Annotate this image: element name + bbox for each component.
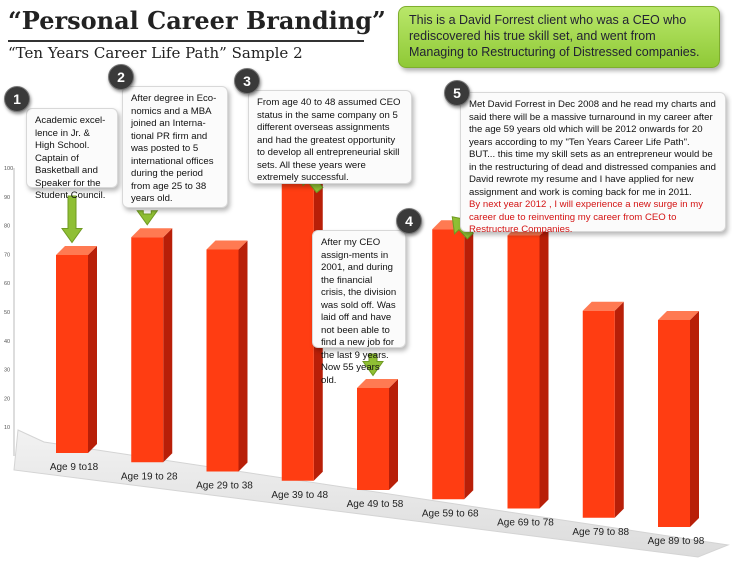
bar-side: [163, 228, 173, 463]
y-tick-label: 70: [4, 252, 10, 258]
bar: [281, 180, 314, 481]
y-tick-label: 10: [4, 425, 10, 431]
bar-top: [56, 246, 97, 255]
x-tick-label: Age 69 to 78: [497, 518, 554, 529]
bar-side: [539, 226, 549, 509]
y-tick-label: 50: [4, 310, 10, 316]
bar-top: [357, 379, 398, 388]
bar: [432, 229, 465, 500]
bar: [582, 310, 615, 518]
callout-5-badge: 5: [444, 80, 470, 106]
pointer-arrow: [362, 353, 384, 377]
x-tick-label: Age 29 to 38: [196, 481, 253, 492]
pointer-arrow: [61, 195, 83, 244]
title-underline: [8, 40, 364, 42]
bar-side: [88, 246, 97, 453]
bar-side: [238, 240, 248, 472]
callout-4: After my CEO assign-ments in 2001, and d…: [312, 230, 406, 386]
bar-top: [658, 311, 699, 320]
callout-1: Academic excel-lence in Jr. & High Schoo…: [26, 108, 118, 201]
callout-1-text: Academic excel-lence in Jr. & High Schoo…: [35, 115, 106, 201]
callout-2-badge: 2: [108, 64, 134, 90]
bar-top: [206, 240, 248, 250]
bar: [357, 388, 389, 490]
callout-3: From age 40 to 48 assumed CEO status in …: [248, 90, 412, 184]
x-tick-label: Age 89 to 98: [648, 536, 705, 547]
callout-2-text: After degree in Eco-nomics and a MBA joi…: [131, 93, 217, 204]
x-tick-label: Age 79 to 88: [572, 527, 629, 538]
x-tick-label: Age 19 to 28: [121, 471, 178, 482]
y-tick-label: 60: [4, 281, 10, 287]
bar-side: [614, 301, 624, 518]
callout-4-text: After my CEO assign-ments in 2001, and d…: [321, 237, 397, 386]
bar: [206, 249, 239, 472]
callout-3-badge: 3: [234, 68, 260, 94]
bar-top: [131, 228, 173, 238]
y-tick-label: 40: [4, 339, 10, 345]
bar: [131, 237, 164, 463]
bar-side: [389, 379, 398, 490]
callout-1-badge: 1: [4, 86, 30, 112]
x-tick-label: Age 59 to 68: [422, 508, 479, 519]
bar: [507, 235, 540, 509]
bar-side: [690, 311, 699, 527]
chart-subtitle: “Ten Years Career Life Path” Sample 2: [8, 44, 303, 62]
chart-floor: [13, 429, 730, 558]
callout-5-text: Met David Forrest in Dec 2008 and he rea…: [469, 99, 716, 198]
y-tick-label: 100: [4, 166, 13, 172]
x-tick-label: Age 9 to18: [50, 462, 99, 473]
bar: [658, 320, 690, 527]
callout-5: Met David Forrest in Dec 2008 and he rea…: [460, 92, 726, 235]
bar-side: [464, 220, 474, 500]
chart-title: “Personal Career Branding”: [8, 6, 386, 35]
x-tick-label: Age 39 to 48: [271, 490, 328, 501]
bar-top: [582, 301, 624, 311]
pointer-arrow: [136, 210, 159, 226]
callout-5-highlight: By next year 2012 , I will experience a …: [469, 199, 704, 235]
callout-2: After degree in Eco-nomics and a MBA joi…: [122, 86, 228, 208]
y-tick-label: 90: [4, 195, 10, 201]
callout-3-text: From age 40 to 48 assumed CEO status in …: [257, 97, 401, 183]
bar: [56, 255, 88, 453]
callout-4-badge: 4: [396, 208, 422, 234]
y-tick-label: 30: [4, 368, 10, 374]
client-summary-banner: This is a David Forrest client who was a…: [398, 6, 720, 68]
y-tick-label: 80: [4, 224, 10, 230]
x-tick-label: Age 49 to 58: [347, 499, 404, 510]
y-tick-label: 20: [4, 396, 10, 402]
